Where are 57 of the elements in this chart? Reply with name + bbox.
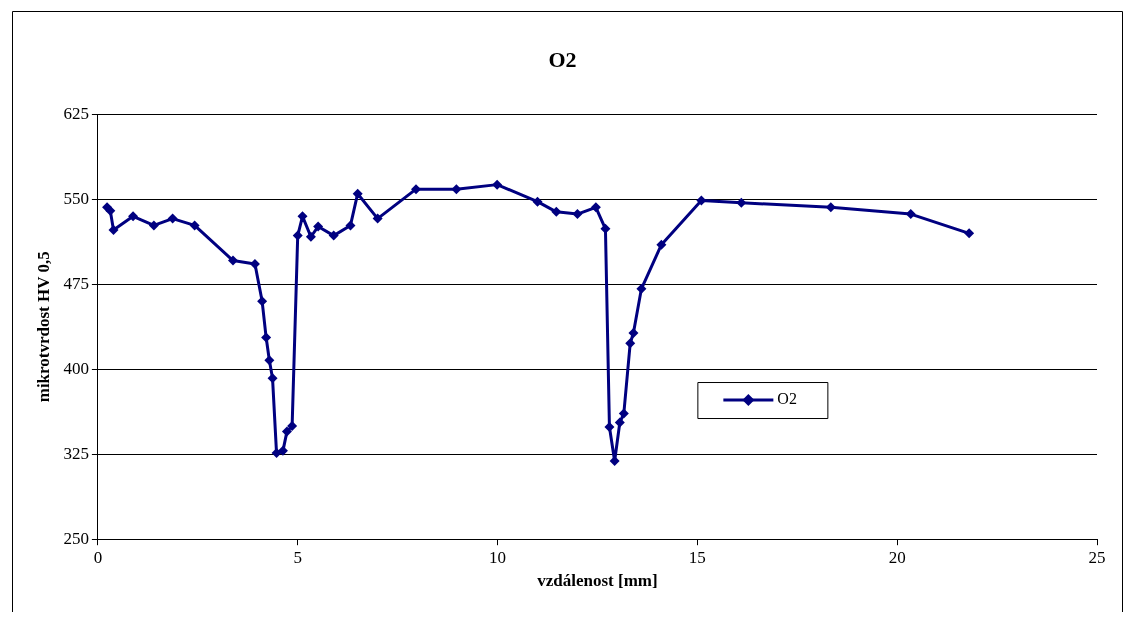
- legend-label: O2: [777, 390, 797, 408]
- point: [636, 283, 647, 294]
- x-tick-label: 10: [489, 547, 507, 567]
- point: [618, 408, 629, 419]
- point: [277, 445, 288, 456]
- point: [614, 417, 625, 428]
- point: [656, 239, 667, 250]
- y-tick-label: 325: [63, 443, 89, 463]
- point: [267, 373, 278, 384]
- point: [590, 202, 601, 213]
- point: [609, 456, 620, 467]
- point: [345, 220, 356, 231]
- x-tick-label: 0: [93, 547, 103, 567]
- point: [736, 197, 747, 208]
- point: [600, 223, 611, 234]
- point: [328, 230, 339, 241]
- x-tick-label: 25: [1088, 547, 1106, 567]
- point: [189, 220, 200, 231]
- x-axis-title: vzdálenost [mm]: [537, 571, 658, 591]
- chart-title: O2: [548, 46, 577, 72]
- point: [532, 196, 543, 207]
- point: [352, 188, 363, 199]
- point: [551, 206, 562, 217]
- y-tick-label: 400: [63, 358, 89, 378]
- point: [905, 209, 916, 220]
- point: [167, 213, 178, 224]
- point: [261, 332, 272, 343]
- point: [964, 228, 975, 239]
- point: [604, 422, 615, 433]
- y-tick-label: 475: [63, 273, 89, 293]
- point: [257, 296, 268, 307]
- point: [313, 221, 324, 232]
- point: [372, 213, 383, 224]
- x-tick-label: 15: [688, 547, 706, 567]
- x-tick-label: 5: [293, 547, 302, 567]
- point: [264, 355, 275, 366]
- x-tick-label: 20: [888, 547, 906, 567]
- point: [492, 179, 503, 190]
- y-tick-label: 250: [63, 528, 89, 548]
- point: [825, 202, 836, 213]
- point: [628, 328, 639, 339]
- y-tick-label: 550: [63, 188, 89, 208]
- point: [108, 224, 119, 235]
- point: [625, 338, 636, 349]
- point: [227, 255, 238, 266]
- point: [148, 220, 159, 231]
- point: [451, 184, 462, 195]
- point: [249, 258, 260, 269]
- point: [281, 426, 292, 437]
- point: [292, 230, 303, 241]
- y-tick-label: 625: [63, 103, 89, 123]
- point: [572, 209, 583, 220]
- point: [696, 195, 707, 206]
- point: [271, 448, 282, 459]
- y-axis-title: mikrotvrdost HV 0,5: [33, 251, 53, 403]
- point: [305, 231, 316, 242]
- point: [128, 211, 139, 222]
